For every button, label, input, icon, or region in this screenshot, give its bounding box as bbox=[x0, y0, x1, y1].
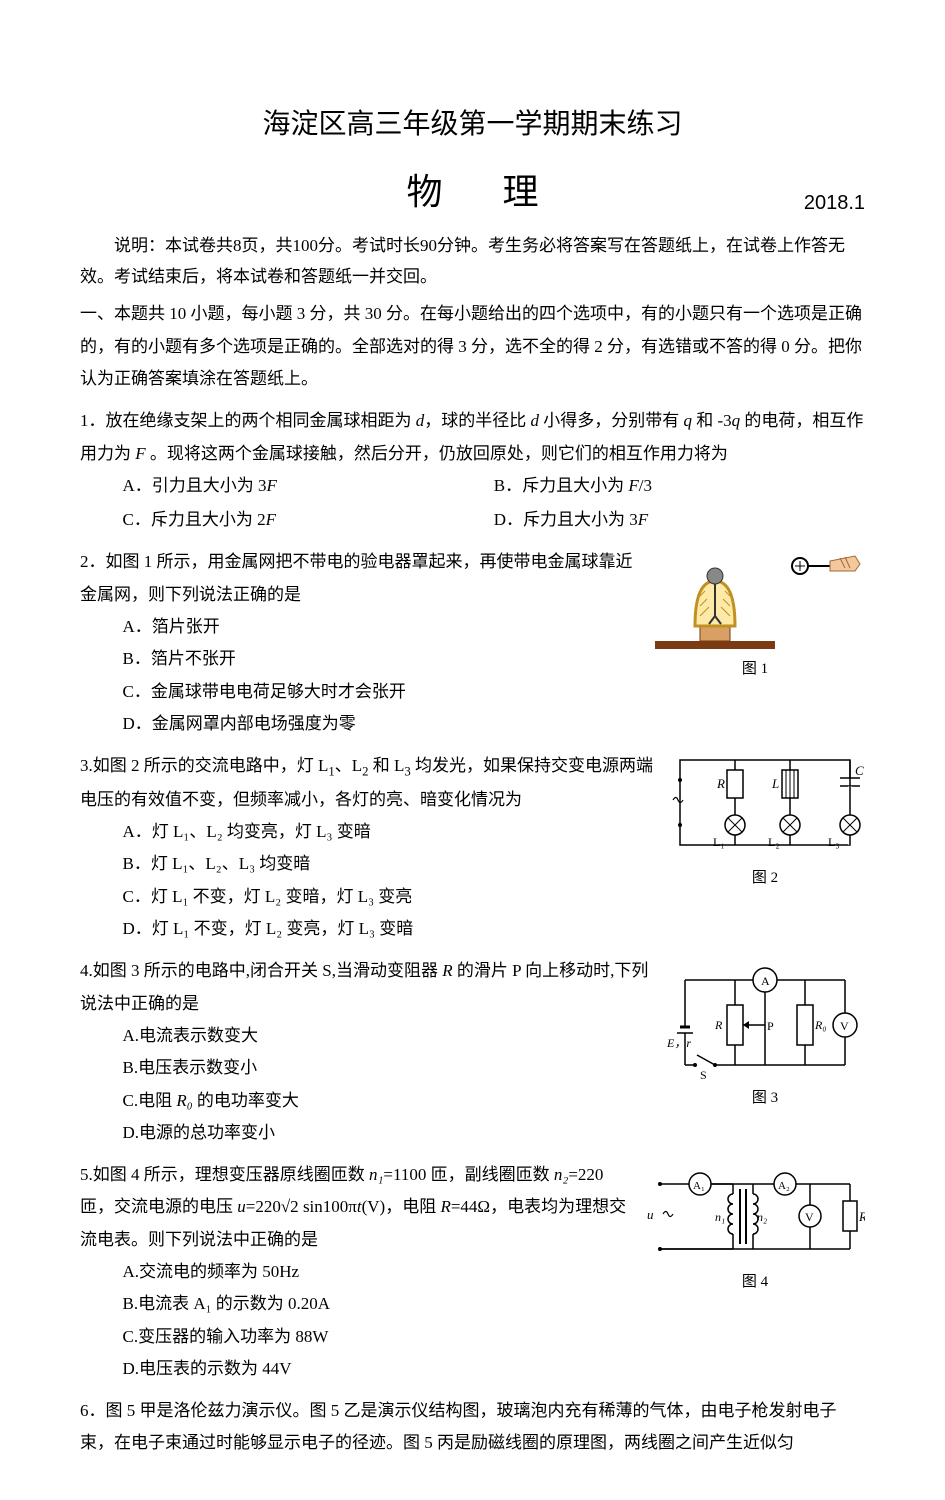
text: C．斥力且大小为 2 bbox=[123, 510, 266, 529]
question-6: 6．图 5 甲是洛伦兹力演示仪。图 5 乙是演示仪结构图，玻璃泡内充有稀薄的气体… bbox=[80, 1395, 865, 1460]
var-u: u bbox=[237, 1197, 246, 1216]
text: (V)，电阻 bbox=[362, 1197, 441, 1216]
fig-3-caption: 图 3 bbox=[665, 1089, 865, 1107]
var-R: R bbox=[440, 1197, 450, 1216]
text: ，球的半径比 bbox=[424, 411, 530, 430]
question-3: R L C L₁ bbox=[80, 750, 865, 945]
var-n1: n₁ bbox=[369, 1165, 383, 1184]
question-4: S E，r A R P bbox=[80, 955, 865, 1149]
var-F: F bbox=[638, 510, 648, 529]
text: sin100π bbox=[299, 1197, 357, 1216]
text: A．引力且大小为 3 bbox=[123, 476, 267, 495]
choice-D: D．金属网罩内部电场强度为零 bbox=[123, 708, 866, 740]
question-1: 1．放在绝缘支架上的两个相同金属球相距为 d，球的半径比 d 小得多，分别带有 … bbox=[80, 405, 865, 536]
dc-circuit-icon: S E，r A R P bbox=[665, 955, 865, 1085]
label-R: R bbox=[716, 776, 725, 791]
fig-4-caption: 图 4 bbox=[645, 1273, 865, 1291]
question-5: u A₁ n₁ n₂ bbox=[80, 1159, 865, 1385]
label-L1: L₁ bbox=[713, 835, 725, 849]
fig-1-caption: 图 1 bbox=[645, 660, 865, 678]
question-2: 图 1 2．如图 1 所示，用金属网把不带电的验电器罩起来，再使带电金属球靠近金… bbox=[80, 546, 865, 740]
sqrt: √2 bbox=[281, 1197, 299, 1216]
choice-B: B．斥力且大小为 F/3 bbox=[494, 470, 865, 502]
choice-D: D．灯 L₁ 不变，灯 L₂ 变亮，灯 L₃ 变暗 bbox=[123, 913, 866, 945]
fig-2-caption: 图 2 bbox=[665, 869, 865, 887]
var-F: F bbox=[628, 476, 638, 495]
text: 。现将这两个金属球接触，然后分开，仍放回原处，则它们的相互作用力将为 bbox=[146, 444, 728, 463]
ac-circuit-icon: R L C L₁ bbox=[665, 750, 865, 865]
var-d: d bbox=[531, 411, 540, 430]
section-header: 一、本题共 10 小题，每小题 3 分，共 30 分。在每小题给出的四个选项中，… bbox=[80, 298, 865, 395]
figure-1: 图 1 bbox=[645, 546, 865, 678]
choice-A: A．引力且大小为 3F bbox=[123, 470, 494, 502]
label-Er: E，r bbox=[666, 1036, 691, 1050]
var-F: F bbox=[267, 476, 277, 495]
label-A2: A₂ bbox=[778, 1180, 790, 1192]
text: /3 bbox=[639, 476, 652, 495]
text: 1．放在绝缘支架上的两个相同金属球相距为 bbox=[80, 411, 416, 430]
label-L2: L₂ bbox=[768, 835, 780, 849]
figure-4: u A₁ n₁ n₂ bbox=[645, 1159, 865, 1291]
text: B．斥力且大小为 bbox=[494, 476, 629, 495]
subject-row: 物理 2018.1 bbox=[80, 160, 865, 225]
label-C: C bbox=[855, 763, 864, 778]
electroscope-icon bbox=[645, 546, 865, 656]
text: 5.如图 4 所示，理想变压器原线圈匝数 bbox=[80, 1165, 369, 1184]
var-d: d bbox=[416, 411, 425, 430]
q1-stem: 1．放在绝缘支架上的两个相同金属球相距为 d，球的半径比 d 小得多，分别带有 … bbox=[80, 405, 865, 470]
label-R: R bbox=[858, 1209, 865, 1224]
var-n2: n₂ bbox=[554, 1165, 568, 1184]
exam-date: 2018.1 bbox=[804, 185, 865, 221]
q6-stem: 6．图 5 甲是洛伦兹力演示仪。图 5 乙是演示仪结构图，玻璃泡内充有稀薄的气体… bbox=[80, 1395, 865, 1460]
text: D．斥力且大小为 3 bbox=[494, 510, 638, 529]
doc-title: 海淀区高三年级第一学期期末练习 bbox=[80, 100, 865, 150]
label-n2: n₂ bbox=[757, 1210, 767, 1224]
var-R0: R₀ bbox=[176, 1091, 192, 1110]
text: 3.如图 2 所示的交流电路中，灯 L bbox=[80, 756, 328, 775]
text: 和 L bbox=[369, 756, 405, 775]
instructions: 说明：本试卷共8页，共100分。考试时长90分钟。考生务必将答案写在答题纸上，在… bbox=[80, 231, 865, 292]
text: 的电功率变大 bbox=[193, 1091, 299, 1110]
label-V: V bbox=[840, 1019, 849, 1033]
label-A: A bbox=[761, 974, 770, 988]
text: 4.如图 3 所示的电路中,闭合开关 S,当滑动变阻器 bbox=[80, 961, 442, 980]
choice-D: D.电压表的示数为 44V bbox=[123, 1353, 866, 1385]
text: 小得多，分别带有 bbox=[539, 411, 684, 430]
var-q: q bbox=[732, 411, 741, 430]
label-u: u bbox=[647, 1207, 654, 1222]
choice-B: B.电流表 A₁ 的示数为 0.20A bbox=[123, 1288, 866, 1320]
exam-page: 海淀区高三年级第一学期期末练习 物理 2018.1 说明：本试卷共8页，共100… bbox=[0, 0, 945, 1500]
choice-D: D．斥力且大小为 3F bbox=[494, 504, 865, 536]
label-R0: R₀ bbox=[814, 1018, 827, 1032]
q1-choices: A．引力且大小为 3F B．斥力且大小为 F/3 C．斥力且大小为 2F D．斥… bbox=[123, 470, 866, 537]
label-n1: n₁ bbox=[715, 1210, 725, 1224]
label-V: V bbox=[805, 1210, 814, 1224]
text: 和 -3 bbox=[692, 411, 732, 430]
text: C.电阻 bbox=[123, 1091, 177, 1110]
label-S: S bbox=[700, 1068, 707, 1082]
subject-text: 物理 bbox=[346, 160, 598, 225]
choice-C: C．斥力且大小为 2F bbox=[123, 504, 494, 536]
label-L: L bbox=[771, 776, 779, 791]
text: 、L bbox=[335, 756, 362, 775]
text: =1100 匝，副线圈匝数 bbox=[383, 1165, 553, 1184]
label-A1: A₁ bbox=[693, 1180, 705, 1192]
choice-C: C．金属球带电电荷足够大时才会张开 bbox=[123, 676, 866, 708]
var-F: F bbox=[135, 444, 145, 463]
label-L3: L₃ bbox=[828, 835, 840, 849]
choice-D: D.电源的总功率变小 bbox=[123, 1117, 866, 1149]
var-R: R bbox=[442, 961, 452, 980]
var-F: F bbox=[266, 510, 276, 529]
label-P: P bbox=[767, 1019, 774, 1033]
label-R: R bbox=[714, 1018, 723, 1032]
transformer-circuit-icon: u A₁ n₁ n₂ bbox=[645, 1159, 865, 1269]
figure-2: R L C L₁ bbox=[665, 750, 865, 887]
figure-3: S E，r A R P bbox=[665, 955, 865, 1107]
var-q: q bbox=[684, 411, 693, 430]
text: =220 bbox=[246, 1197, 281, 1216]
